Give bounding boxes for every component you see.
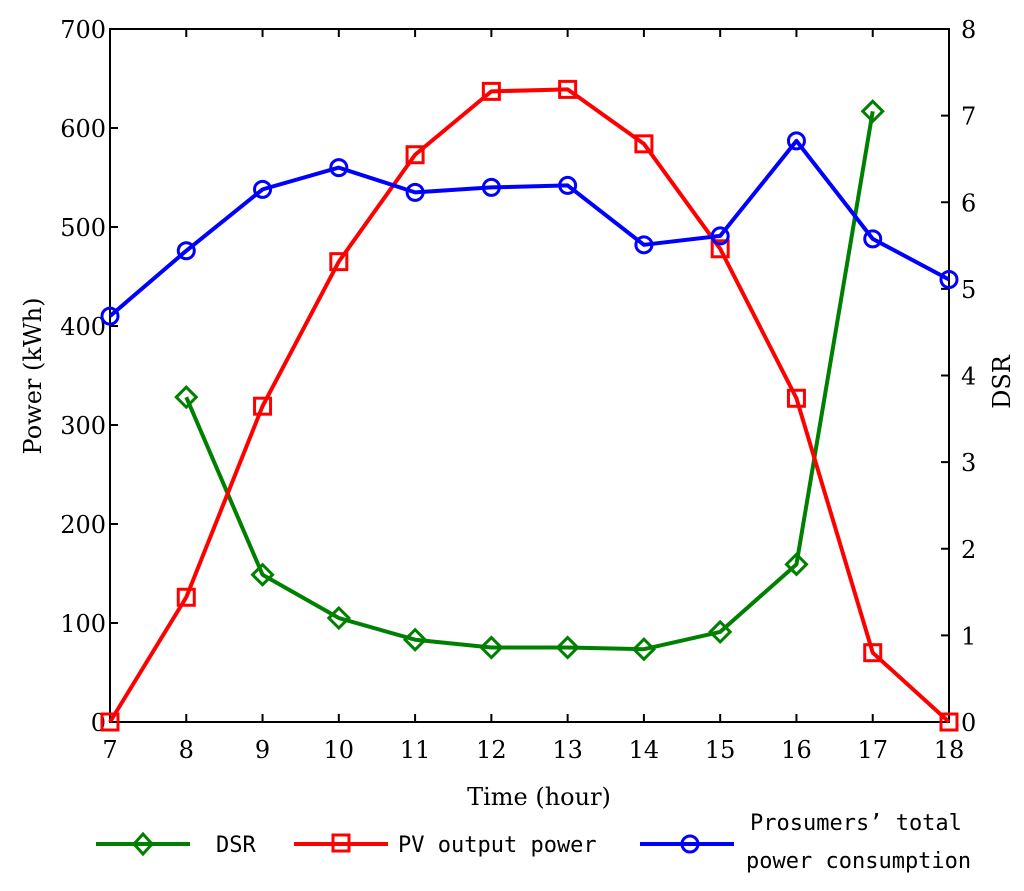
dsr-point bbox=[708, 619, 733, 645]
prosumers-total-power-consumption-point bbox=[558, 175, 578, 195]
x-tick-label: 7 bbox=[102, 736, 117, 764]
y-right-tick-label: 5 bbox=[961, 276, 976, 304]
y-right-tick-label: 7 bbox=[961, 103, 976, 131]
series-line-1 bbox=[108, 87, 951, 724]
legend-label-prosumers-total-line-1: Prosumers’ total bbox=[750, 811, 962, 836]
y-right-tick-label: 3 bbox=[961, 449, 976, 477]
x-tick-label: 15 bbox=[705, 736, 736, 764]
y-left-tick-label: 100 bbox=[60, 610, 106, 638]
y-right-tick-label: 1 bbox=[961, 622, 976, 650]
legend-label-pv-output-power: PV output power bbox=[398, 833, 597, 858]
legend-marker-dsr bbox=[131, 831, 155, 857]
legend-item-dsr: DSR bbox=[96, 831, 256, 858]
legend-marker-prosumers-total-power-consumption bbox=[680, 834, 700, 854]
legend-marker-pv-output-power bbox=[331, 833, 351, 853]
y-right-axis-label: DSR bbox=[988, 354, 1016, 409]
pv-output-power-point bbox=[710, 239, 730, 259]
prosumers-total-power-consumption-point bbox=[939, 269, 959, 289]
legend-label-dsr: DSR bbox=[216, 833, 256, 858]
pv-output-power-point bbox=[253, 396, 273, 416]
prosumers-total-power-consumption-point bbox=[405, 182, 425, 202]
y-right-tick-label: 0 bbox=[961, 709, 976, 737]
pv-output-power-point bbox=[558, 79, 578, 99]
prosumers-total-power-consumption-point bbox=[100, 306, 120, 326]
pv-output-power-point bbox=[786, 388, 806, 408]
legend-item-pv-output-power: PV output power bbox=[294, 833, 597, 858]
prosumers-total-power-consumption-point bbox=[634, 235, 654, 255]
legend-item-prosumers-total-power-consumption: Prosumers’ total power consumption bbox=[640, 811, 971, 874]
series-line-0 bbox=[184, 110, 875, 652]
x-tick-label: 10 bbox=[324, 736, 355, 764]
series-line-2 bbox=[108, 138, 950, 318]
y-left-axis-label: Power (kWh) bbox=[19, 298, 47, 455]
pv-output-power-point bbox=[863, 643, 883, 663]
dsr-point bbox=[174, 385, 199, 410]
prosumers-total-power-consumption-point bbox=[710, 226, 730, 246]
series-1-square bbox=[100, 79, 959, 732]
dsr-point bbox=[326, 605, 351, 631]
prosumers-total-power-consumption-point bbox=[863, 229, 883, 249]
y-left-tick-label: 700 bbox=[60, 16, 106, 44]
dsr-point bbox=[555, 635, 580, 660]
pv-output-power-point bbox=[481, 81, 501, 101]
y-left-tick-label: 300 bbox=[60, 412, 106, 440]
legend: DSR PV output power Prosumers’ total pow… bbox=[96, 811, 971, 874]
series-layer bbox=[100, 79, 959, 732]
prosumers-total-power-consumption-point bbox=[481, 177, 501, 197]
y-right-axis-ticks: 0 1 2 3 4 5 6 7 8 bbox=[941, 16, 976, 737]
dsr-point bbox=[631, 637, 657, 662]
x-tick-label: 12 bbox=[476, 736, 507, 764]
series-0-diamond bbox=[174, 99, 885, 662]
x-tick-label: 16 bbox=[781, 736, 812, 764]
x-tick-label: 11 bbox=[400, 736, 431, 764]
dsr-point bbox=[402, 627, 428, 652]
prosumers-total-power-consumption-point bbox=[329, 158, 349, 178]
pv-output-power-point bbox=[329, 252, 349, 272]
pv-output-power-point bbox=[100, 712, 120, 732]
y-right-tick-label: 4 bbox=[961, 363, 976, 391]
x-tick-label: 14 bbox=[629, 736, 660, 764]
series-2-circle bbox=[100, 131, 959, 326]
x-tick-label: 8 bbox=[179, 736, 194, 764]
x-tick-label: 17 bbox=[857, 736, 888, 764]
x-tick-label: 13 bbox=[552, 736, 583, 764]
prosumers-total-power-consumption-point bbox=[786, 131, 806, 151]
y-right-tick-label: 8 bbox=[961, 16, 976, 44]
y-left-tick-label: 600 bbox=[60, 115, 106, 143]
pv-output-power-point bbox=[176, 587, 196, 607]
prosumers-total-power-consumption-point bbox=[176, 241, 196, 261]
pv-output-power-point bbox=[634, 134, 654, 154]
x-axis-ticks: 7 8 9 10 11 12 13 14 15 16 17 18 bbox=[102, 29, 964, 764]
dsr-point bbox=[860, 99, 885, 124]
dsr-point bbox=[479, 635, 504, 660]
x-tick-label: 18 bbox=[934, 736, 965, 764]
y-left-tick-label: 200 bbox=[60, 511, 106, 539]
y-right-tick-label: 6 bbox=[961, 189, 976, 217]
dsr-point bbox=[250, 562, 275, 587]
legend-label-prosumers-total-line-2: power consumption bbox=[746, 849, 971, 874]
pv-output-power-point bbox=[405, 145, 425, 165]
prosumers-total-power-consumption-point bbox=[253, 179, 273, 199]
y-right-tick-label: 2 bbox=[961, 536, 976, 564]
x-tick-label: 9 bbox=[255, 736, 270, 764]
x-axis-label: Time (hour) bbox=[467, 783, 611, 811]
y-left-tick-label: 500 bbox=[60, 214, 106, 242]
pv-output-power-point bbox=[939, 712, 959, 732]
dsr-point bbox=[784, 552, 809, 577]
y-left-tick-label: 400 bbox=[60, 313, 106, 341]
